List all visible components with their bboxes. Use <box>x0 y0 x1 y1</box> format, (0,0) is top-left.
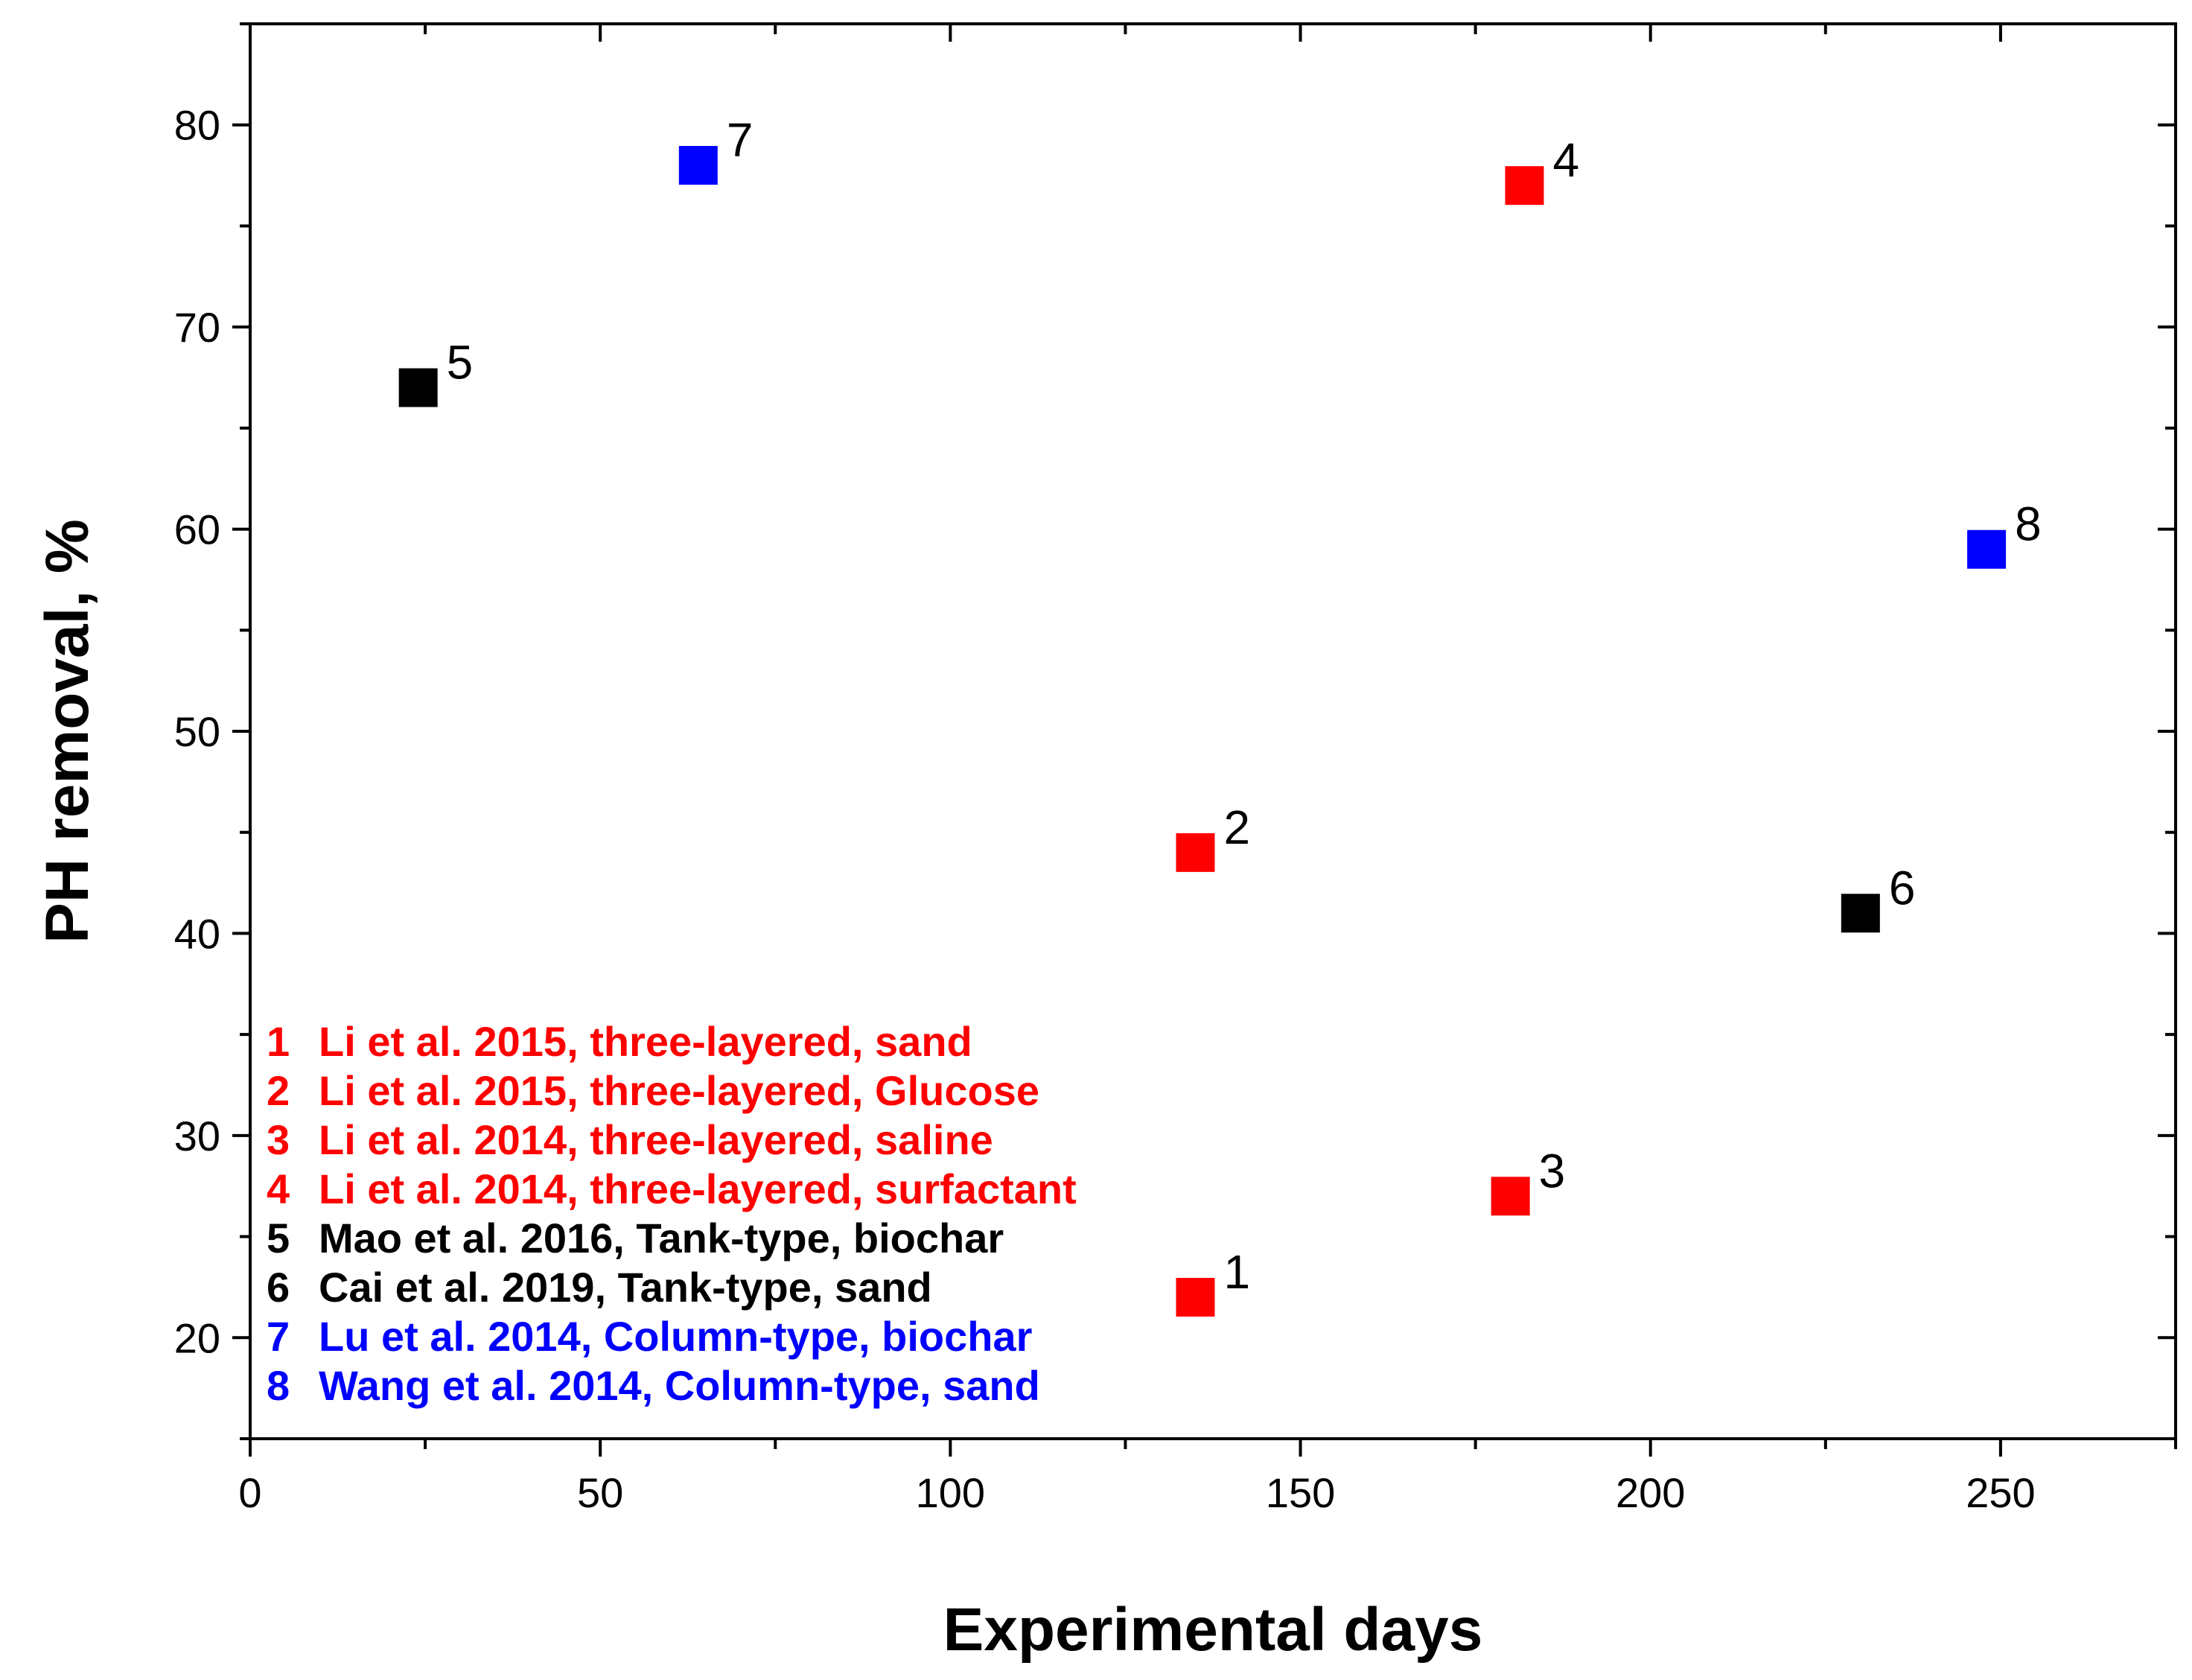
y-axis-title: PH removal, % <box>34 519 101 944</box>
data-point-label: 2 <box>1223 801 1250 854</box>
x-axis-title: Experimental days <box>943 1596 1483 1664</box>
data-point-marker <box>1176 833 1214 872</box>
y-tick-label: 80 <box>174 102 220 149</box>
y-tick-label: 70 <box>174 304 220 351</box>
y-tick-label: 40 <box>174 910 220 957</box>
legend-item-number: 7 <box>267 1313 290 1360</box>
legend-item-number: 8 <box>267 1362 290 1409</box>
scatter-chart: 0 50 100 150 200 25020304050607080 12345678 1… <box>0 0 2192 1680</box>
data-point-label: 6 <box>1889 861 1916 914</box>
y-tick-label: 30 <box>174 1113 220 1159</box>
data-point-label: 1 <box>1223 1245 1250 1299</box>
legend-item-label: Li et al. 2015, three-layered, Glucose <box>319 1067 1039 1114</box>
legend-item-label: Wang et al. 2014, Column-type, sand <box>319 1362 1040 1409</box>
legend-item-number: 5 <box>267 1215 290 1261</box>
legend-item-label: Li et al. 2015, three-layered, sand <box>319 1018 972 1065</box>
legend-item-label: Li et al. 2014, three-layered, saline <box>319 1116 993 1163</box>
legend-item-number: 4 <box>267 1165 290 1212</box>
y-tick-label: 20 <box>174 1314 220 1361</box>
data-point-marker <box>399 369 438 407</box>
x-tick-label: 250 <box>1966 1469 2035 1516</box>
data-point-marker <box>1491 1177 1530 1215</box>
x-tick-label: 200 <box>1616 1469 1685 1516</box>
data-point-label: 5 <box>447 336 474 389</box>
legend-item-number: 2 <box>267 1067 290 1114</box>
data-point-marker <box>1967 530 2006 569</box>
x-tick-label: 50 <box>577 1469 623 1516</box>
x-tick-label: 0 <box>238 1469 261 1516</box>
legend-item-label: Li et al. 2014, three-layered, surfactan… <box>319 1165 1077 1212</box>
data-point-marker <box>1841 894 1880 932</box>
data-point-label: 3 <box>1539 1144 1566 1197</box>
data-point-label: 8 <box>2015 497 2042 551</box>
data-point-label: 7 <box>727 113 754 167</box>
data-point-marker <box>1505 166 1543 205</box>
legend: 1 Li et al. 2015, three-layered, sand 2 Li … <box>267 1018 1077 1409</box>
data-point-label: 4 <box>1552 133 1579 187</box>
legend-item-number: 6 <box>267 1264 290 1311</box>
x-tick-label: 100 <box>916 1469 985 1516</box>
legend-item-label: Cai et al. 2019, Tank-type, sand <box>319 1264 932 1311</box>
y-tick-label: 60 <box>174 506 220 553</box>
legend-item-number: 3 <box>267 1116 290 1163</box>
x-tick-label: 150 <box>1266 1469 1335 1516</box>
legend-item-label: Mao et al. 2016, Tank-type, biochar <box>319 1215 1004 1261</box>
data-point-marker <box>1176 1278 1214 1317</box>
y-tick-label: 50 <box>174 708 220 755</box>
legend-item-number: 1 <box>267 1018 290 1065</box>
data-point-marker <box>679 146 718 185</box>
legend-item-label: Lu et al. 2014, Column-type, biochar <box>319 1313 1032 1360</box>
